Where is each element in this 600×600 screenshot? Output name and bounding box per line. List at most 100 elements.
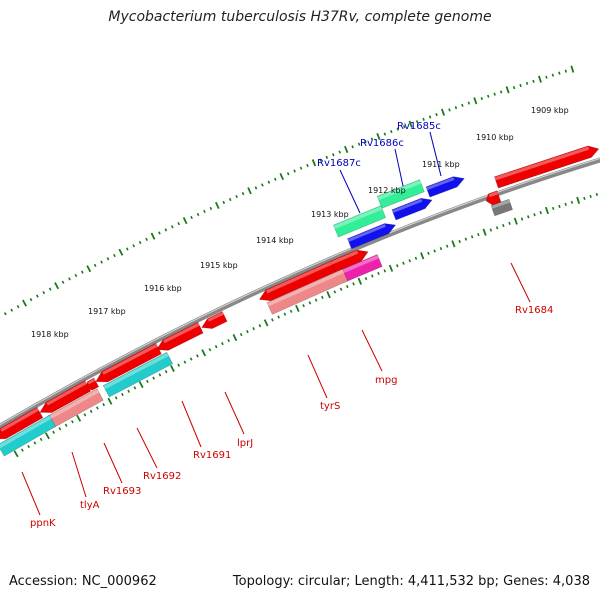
tick-track-inner xyxy=(13,192,599,458)
tick-mark-inner xyxy=(201,349,207,357)
tick-mark-outer xyxy=(376,133,381,141)
tick-mark-outer xyxy=(182,217,188,225)
tick-mark-outer xyxy=(118,248,124,256)
tick-mark-inner xyxy=(513,217,518,225)
tick-mark-inner xyxy=(295,304,300,313)
tick-mark-outer xyxy=(36,294,39,298)
gene-label-ppnk: ppnK xyxy=(30,518,56,529)
feature-rv1686c-rna xyxy=(376,179,425,209)
tick-mark-inner xyxy=(52,430,56,434)
tick-mark-outer xyxy=(480,96,483,101)
tick-mark-inner xyxy=(289,309,293,313)
label-leader-lines xyxy=(21,131,531,516)
tick-mark-outer xyxy=(190,215,193,220)
tick-mark-outer xyxy=(564,69,568,73)
tick-mark-inner xyxy=(420,252,425,260)
tick-mark-inner xyxy=(302,304,305,308)
genome-backbone xyxy=(0,157,600,430)
tick-mark-outer xyxy=(532,79,535,83)
tick-mark-inner xyxy=(196,354,199,358)
leader-line xyxy=(361,329,383,372)
tick-mark-outer xyxy=(440,108,446,116)
tick-mark-inner xyxy=(545,206,549,215)
feature-ppnk xyxy=(0,414,57,457)
tick-mark-outer xyxy=(551,73,555,77)
tick-mark-outer xyxy=(279,172,284,181)
tick-mark-outer xyxy=(267,180,271,184)
tick-mark-inner xyxy=(114,396,118,400)
tick-mark-inner xyxy=(552,206,555,211)
tick-mark-outer xyxy=(54,282,60,290)
tick-mark-inner xyxy=(127,389,131,393)
tick-mark-outer xyxy=(538,75,542,83)
tick-mark-outer xyxy=(390,129,393,134)
tick-mark-inner xyxy=(589,194,592,198)
tick-mark-inner xyxy=(364,277,368,281)
kbp-label: 1916 kbp xyxy=(144,284,182,293)
feature-rv1692 xyxy=(102,351,174,398)
tick-mark-inner xyxy=(252,327,255,331)
kbp-label: 1912 kbp xyxy=(368,186,406,195)
tick-mark-inner xyxy=(326,291,331,299)
tick-mark-outer xyxy=(203,209,206,214)
kbp-label: 1914 kbp xyxy=(256,236,294,245)
tick-mark-outer xyxy=(461,103,464,107)
tick-mark-outer xyxy=(150,232,156,240)
tick-mark-outer xyxy=(22,299,28,307)
tick-mark-inner xyxy=(121,392,124,397)
tick-mark-inner xyxy=(107,397,113,405)
tick-mark-inner xyxy=(239,332,243,337)
tick-mark-outer xyxy=(42,290,46,295)
tick-mark-inner xyxy=(527,215,530,219)
tick-mark-outer xyxy=(222,200,226,205)
tick-mark-outer xyxy=(293,169,296,173)
tick-mark-inner xyxy=(183,360,187,364)
tick-mark-outer xyxy=(299,166,303,170)
leader-line xyxy=(394,148,404,187)
tick-mark-outer xyxy=(125,247,129,251)
tick-mark-outer xyxy=(357,142,361,146)
tick-mark-outer xyxy=(351,145,354,149)
gene-labels: Rv1685c Rv1686c Rv1687c Rv1684 mpg tyrS lprJ Rv… xyxy=(30,121,553,529)
tick-mark-inner xyxy=(339,287,343,291)
tick-mark-outer xyxy=(338,150,342,154)
tick-mark-outer xyxy=(454,106,458,110)
tick-mark-outer xyxy=(29,297,33,302)
tick-mark-outer xyxy=(306,163,309,168)
tick-mark-inner xyxy=(96,406,99,410)
leader-line xyxy=(224,391,245,435)
kbp-label: 1915 kbp xyxy=(200,261,238,270)
tick-mark-outer xyxy=(428,115,432,119)
tick-mark-inner xyxy=(258,324,262,328)
tick-mark-inner xyxy=(458,239,461,244)
tick-mark-outer xyxy=(145,237,148,241)
tick-mark-inner xyxy=(489,228,493,232)
tick-mark-outer xyxy=(235,194,238,199)
gene-label-rv1685c: Rv1685c xyxy=(397,121,441,132)
gene-label-rv1691: Rv1691 xyxy=(193,450,231,461)
tick-mark-outer xyxy=(332,153,335,157)
feature-rv1684 xyxy=(490,198,513,217)
tick-mark-inner xyxy=(44,432,50,440)
tick-mark-outer xyxy=(61,280,65,284)
tick-mark-inner xyxy=(464,237,468,241)
kbp-labels: 1909 kbp 1910 kbp 1911 kbp 1912 kbp 1913 kbp… xyxy=(31,106,569,339)
tick-mark-inner xyxy=(352,282,355,286)
tick-mark-inner xyxy=(414,256,418,260)
tick-mark-inner xyxy=(189,357,193,361)
gene-label-tlya: tlyA xyxy=(80,500,100,511)
tick-mark-inner xyxy=(314,298,318,302)
tick-mark-inner xyxy=(377,271,380,276)
accession-text: Accession: NC_000962 xyxy=(9,574,157,589)
tick-mark-outer xyxy=(493,92,496,96)
tick-mark-inner xyxy=(470,235,474,239)
tick-mark-outer xyxy=(106,257,110,261)
tick-mark-outer xyxy=(261,183,264,187)
gene-label-tyrs: tyrS xyxy=(320,401,340,412)
feature-rv1687c-rna xyxy=(332,205,387,238)
gene-label-rv1686c: Rv1686c xyxy=(360,138,404,149)
tick-mark-inner xyxy=(570,200,574,204)
tick-mark-outer xyxy=(422,117,425,121)
tick-mark-inner xyxy=(283,312,287,316)
